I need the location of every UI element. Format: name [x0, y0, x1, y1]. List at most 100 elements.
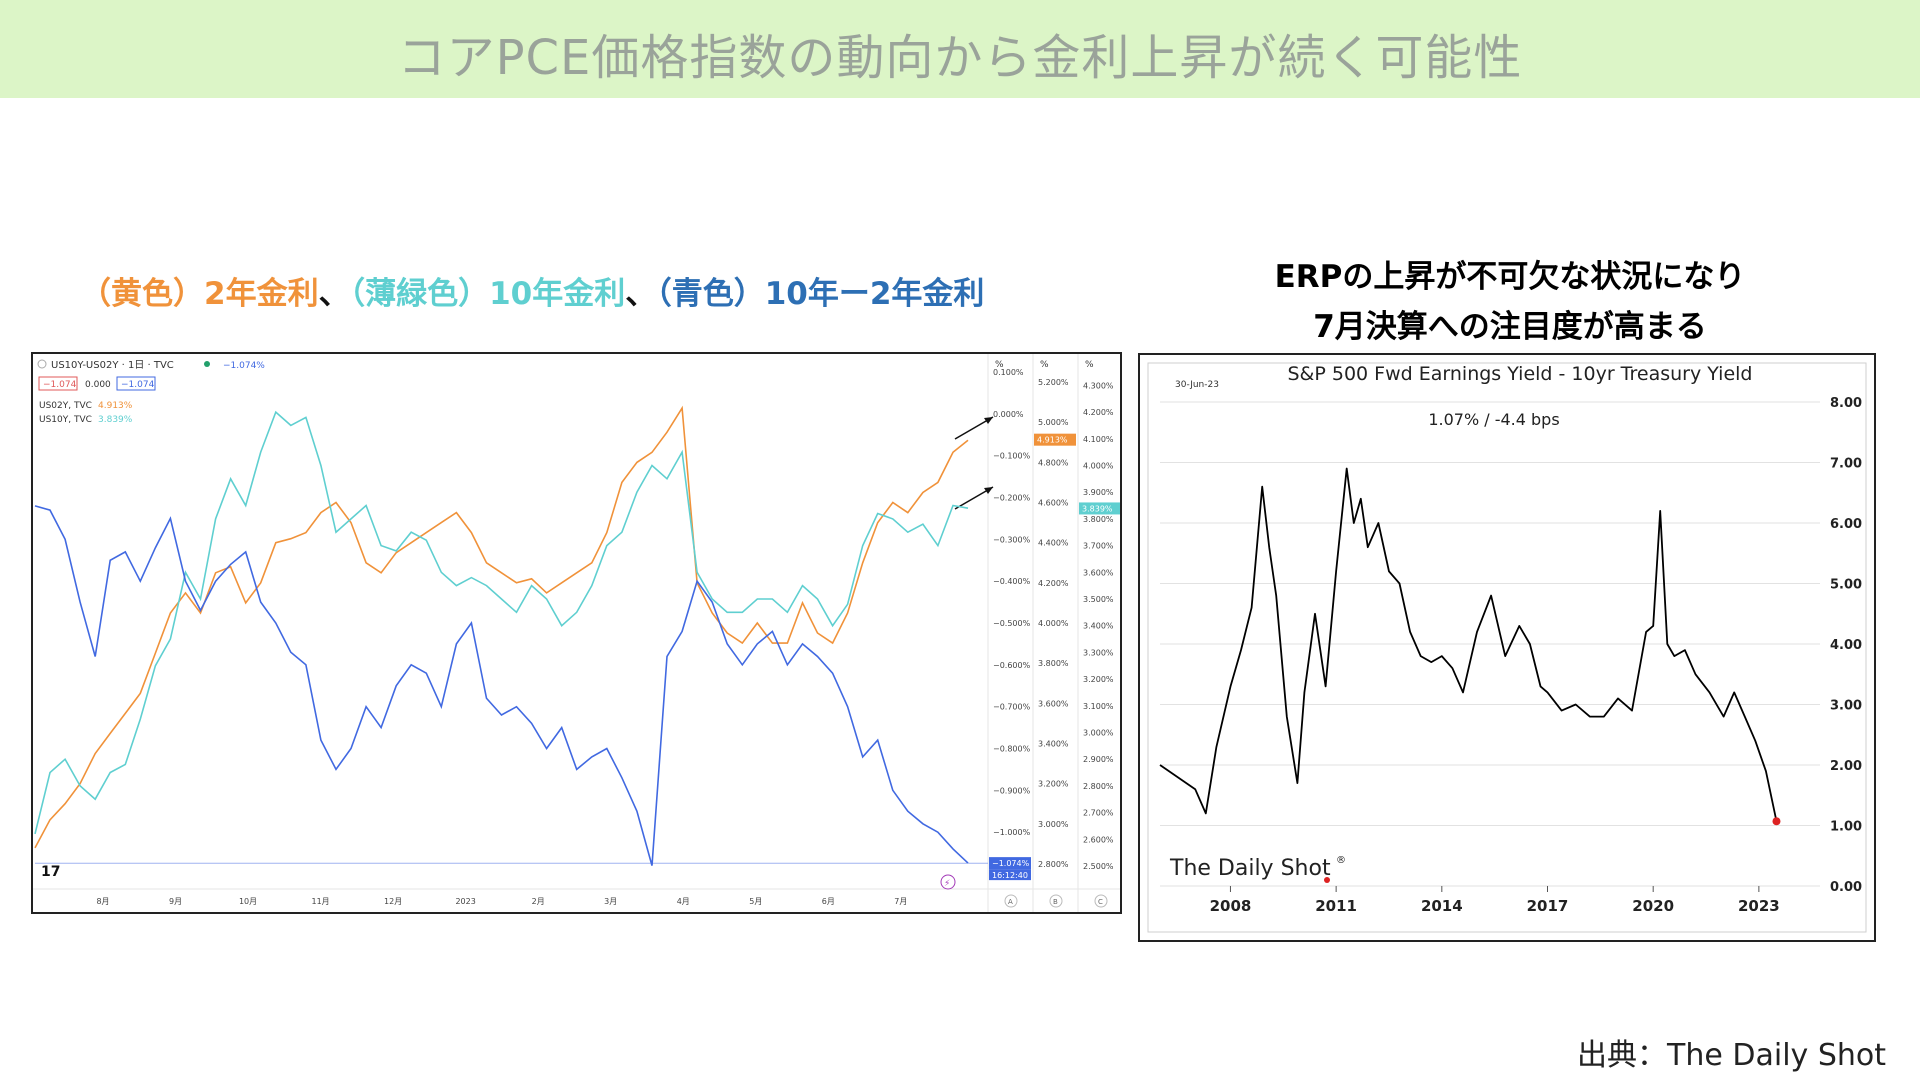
y-tick-label: 2.500% — [1083, 862, 1114, 871]
y-tick-label: 3.000% — [1038, 820, 1069, 829]
y-tick-label: 0.000% — [993, 410, 1024, 419]
daily-shot-watermark: The Daily Shot — [1169, 856, 1331, 881]
y-tick-label: 3.700% — [1083, 542, 1114, 551]
x-tick-label: 2014 — [1421, 897, 1463, 915]
y-tick-label: 3.600% — [1083, 568, 1114, 577]
y-tick-label: 1.00 — [1830, 820, 1862, 835]
y-tick-label: 8.00 — [1830, 396, 1862, 411]
right-chart-heading: ERPの上昇が不可欠な状況になり 7月決算への注目度が高まる — [1140, 252, 1880, 352]
heading-part-10y: （薄緑色）10年金利 — [349, 276, 626, 312]
axis-b-letter[interactable]: B — [1053, 898, 1058, 906]
y-tick-label: 4.000% — [1083, 461, 1114, 470]
symbol-label: US10Y-US02Y · 1日 · TVC — [51, 360, 174, 371]
y-tick-label: −0.300% — [993, 535, 1031, 544]
axis-b-unit: % — [1040, 360, 1049, 370]
y-tick-label: 2.00 — [1830, 759, 1862, 774]
badge-spread-text: 0.000 — [85, 380, 111, 390]
timer-badge — [989, 869, 1031, 881]
y-tick-label: −0.700% — [993, 703, 1031, 712]
legend-us10y-value: 3.839% — [98, 415, 133, 425]
x-tick-label: 2008 — [1210, 897, 1252, 915]
x-tick-label: 2011 — [1315, 897, 1357, 915]
x-tick-label: 8月 — [96, 897, 109, 906]
y-tick-label: 3.400% — [1038, 739, 1069, 748]
svg-text:⚡: ⚡ — [944, 879, 950, 889]
y-tick-label: 3.200% — [1083, 675, 1114, 684]
title-band: コアPCE価格指数の動向から金利上昇が続く可能性 — [0, 0, 1920, 98]
heading-separator: 、 — [318, 276, 350, 312]
legend-us02y: US02Y, TVC — [39, 401, 92, 411]
y-tick-label: 3.100% — [1083, 702, 1114, 711]
heading-separator: 、 — [625, 276, 657, 312]
x-tick-label: 2023 — [455, 897, 475, 906]
x-tick-label: 2017 — [1527, 897, 1569, 915]
x-tick-label: 9月 — [169, 897, 182, 906]
y-tick-label: 3.600% — [1038, 699, 1069, 708]
badge-ask[interactable] — [116, 376, 156, 391]
timer-text: 16:12:40 — [992, 871, 1028, 880]
series-line-us10y-tvc — [34, 410, 969, 835]
badge-bid-text: −1.074 — [43, 380, 77, 390]
y-tick-label: 6.00 — [1830, 517, 1862, 532]
y-tick-label: −0.600% — [993, 661, 1031, 670]
left-chart-heading: （黄色）2年金利、（薄緑色）10年金利、（青色）10年ー2年金利 — [80, 268, 984, 313]
symbol-icon — [37, 359, 47, 369]
y-tick-label: 4.200% — [1038, 579, 1069, 588]
x-tick-label: 5月 — [749, 897, 762, 906]
y-tick-label: 4.600% — [1038, 499, 1069, 508]
badge-ask-text: −1.074 — [121, 380, 155, 390]
x-tick-label: 11月 — [312, 897, 330, 906]
y-tick-label: 3.000% — [1083, 728, 1114, 737]
y-tick-label: 2.900% — [1083, 755, 1114, 764]
last-value-badge — [989, 857, 1031, 870]
source-credit: 出典：The Daily Shot — [1577, 1038, 1886, 1073]
right-heading-line2: 7月決算への注目度が高まる — [1313, 309, 1707, 345]
y-tick-label: 2.800% — [1083, 782, 1114, 791]
y-tick-label: 4.100% — [1083, 435, 1114, 444]
daily-shot-chart-panel: 30-Jun-23 S&P 500 Fwd Earnings Yield - 1… — [1138, 353, 1876, 942]
x-tick-label: 2023 — [1738, 897, 1780, 915]
y-tick-label: 4.00 — [1830, 638, 1862, 653]
axis-c-unit: % — [1085, 360, 1094, 370]
y-tick-label: 2.700% — [1083, 809, 1114, 818]
last-value-text: −1.074% — [992, 859, 1030, 868]
y-tick-label: 2.600% — [1083, 835, 1114, 844]
y-tick-label: 2.800% — [1038, 860, 1069, 869]
y-tick-label: −0.900% — [993, 786, 1031, 795]
live-dot-icon — [204, 361, 210, 367]
axis-a-unit: % — [995, 360, 1004, 370]
legend-us10y: US10Y, TVC — [39, 415, 92, 425]
axis-c-letter[interactable]: C — [1098, 898, 1103, 906]
last-value-text: 3.839% — [1082, 504, 1113, 513]
y-tick-label: 3.300% — [1083, 648, 1114, 657]
x-tick-label: 4月 — [677, 897, 690, 906]
watermark-dot — [1324, 877, 1330, 883]
y-tick-label: 3.900% — [1083, 488, 1114, 497]
y-tick-label: 5.200% — [1038, 378, 1069, 387]
y-tick-label: −1.000% — [993, 828, 1031, 837]
y-tick-label: 0.00 — [1830, 880, 1862, 895]
erp-series-line — [1159, 467, 1778, 822]
y-tick-label: 3.800% — [1083, 515, 1114, 524]
x-tick-label: 12月 — [384, 897, 402, 906]
badge-bid[interactable] — [38, 376, 78, 391]
x-tick-label: 2020 — [1632, 897, 1674, 915]
y-tick-label: 3.00 — [1830, 699, 1862, 714]
y-tick-label: 4.000% — [1038, 619, 1069, 628]
y-tick-label: 0.100% — [993, 368, 1024, 377]
last-value-text: 4.913% — [1037, 436, 1068, 445]
tradingview-logo-icon: 𝟭𝟳 — [41, 864, 60, 880]
symbol-value: −1.074% — [223, 361, 265, 371]
x-tick-label: 2月 — [532, 897, 545, 906]
chart-title: S&P 500 Fwd Earnings Yield - 10yr Treasu… — [1288, 363, 1753, 385]
tradingview-chart: US10Y-US02Y · 1日 · TVC −1.074% −1.074 0.… — [33, 354, 1121, 912]
x-tick-label: 3月 — [604, 897, 617, 906]
last-value-badge — [1034, 433, 1076, 446]
axis-a-letter[interactable]: A — [1008, 898, 1013, 906]
inner-frame — [1147, 362, 1867, 933]
heading-part-spread: （青色）10年ー2年金利 — [656, 276, 985, 312]
lightning-icon[interactable] — [940, 874, 956, 890]
legend-us02y-value: 4.913% — [98, 401, 133, 411]
x-tick-label: 10月 — [239, 897, 257, 906]
y-tick-label: 3.400% — [1083, 622, 1114, 631]
